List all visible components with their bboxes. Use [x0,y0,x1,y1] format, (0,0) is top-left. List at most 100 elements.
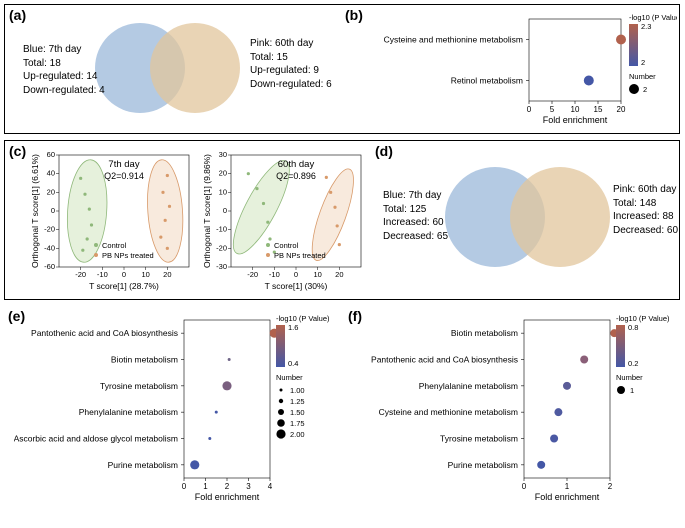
svg-text:10: 10 [141,270,149,279]
panel-d-pink-text: Pink: 60th day Total: 148 Increased: 88 … [613,183,678,237]
svg-text:0: 0 [294,270,298,279]
svg-text:-10: -10 [269,270,280,279]
svg-text:0.4: 0.4 [288,359,298,368]
svg-text:0: 0 [527,105,532,114]
svg-text:0.8: 0.8 [628,323,638,332]
svg-text:2: 2 [225,482,230,491]
svg-text:10: 10 [313,270,321,279]
svg-text:-40: -40 [44,243,55,252]
svg-text:Ascorbic acid and aldose glyco: Ascorbic acid and aldose glycol metaboli… [14,434,178,444]
svg-text:Tyrosine metabolism: Tyrosine metabolism [440,434,518,444]
svg-text:0: 0 [223,206,227,215]
svg-text:Control: Control [274,241,299,250]
svg-text:Q2=0.896: Q2=0.896 [276,171,316,181]
svg-text:-60: -60 [44,262,55,271]
svg-text:7th day: 7th day [108,159,139,170]
svg-text:Retinol metabolism: Retinol metabolism [451,76,523,86]
svg-text:10: 10 [219,187,227,196]
panel-c-plots: -20 -10 0 10 20 -60 -40 -20 0 20 40 60 T score[1] (2… [29,147,371,297]
svg-text:0: 0 [522,482,527,491]
svg-text:Orthogonal T score[1] (6.61%): Orthogonal T score[1] (6.61%) [30,154,40,268]
svg-text:1.75: 1.75 [290,419,305,428]
svg-text:-20: -20 [247,270,258,279]
svg-text:T score[1] (28.7%): T score[1] (28.7%) [89,281,159,291]
svg-text:1.00: 1.00 [290,386,305,395]
svg-text:1: 1 [630,386,634,395]
svg-text:40: 40 [47,169,55,178]
svg-text:4: 4 [268,482,273,491]
svg-text:PB NPs treated: PB NPs treated [102,251,154,260]
svg-text:Fold enrichment: Fold enrichment [535,492,600,502]
svg-text:1.50: 1.50 [290,408,305,417]
svg-text:Biotin metabolism: Biotin metabolism [111,355,178,365]
svg-text:20: 20 [219,169,227,178]
svg-text:Orthogonal T score[1] (9.86%): Orthogonal T score[1] (9.86%) [202,154,212,268]
svg-text:1.6: 1.6 [288,323,298,332]
svg-text:Number: Number [629,72,656,81]
svg-text:-log10 (P Value): -log10 (P Value) [276,314,330,323]
svg-text:Phenylalanine metabolism: Phenylalanine metabolism [79,407,178,417]
svg-text:Control: Control [102,241,127,250]
svg-text:10: 10 [571,105,580,114]
svg-text:Phenylalanine metabolism: Phenylalanine metabolism [419,381,518,391]
svg-text:20: 20 [617,105,626,114]
panel-f-chart: 0 1 2 Fold enrichment Biotin metabolism Panto… [354,312,682,518]
svg-text:60: 60 [47,150,55,159]
panel-d-venn [445,167,605,277]
svg-text:1.25: 1.25 [290,397,305,406]
svg-text:2: 2 [608,482,613,491]
svg-text:2: 2 [641,58,645,67]
svg-text:Q2=0.914: Q2=0.914 [104,171,144,181]
svg-text:5: 5 [550,105,555,114]
row2-panel: (c) -20 -10 0 10 20 -60 -40 -20 0 20 40 60 T score[1… [4,140,680,300]
svg-text:0: 0 [51,206,55,215]
svg-text:-10: -10 [216,225,227,234]
row3-panel: (e) 01234Fold enrichmentPantothenic acid… [4,306,680,522]
svg-text:15: 15 [594,105,603,114]
svg-text:2.00: 2.00 [290,430,305,439]
svg-text:Cysteine and methionine metabo: Cysteine and methionine metabolism [379,407,518,417]
svg-text:Fold enrichment: Fold enrichment [543,115,608,125]
svg-text:3: 3 [246,482,251,491]
svg-text:20: 20 [163,270,171,279]
svg-text:Biotin metabolism: Biotin metabolism [451,328,518,338]
svg-text:Number: Number [276,373,303,382]
svg-text:-20: -20 [75,270,86,279]
panel-b-chart: 05101520Fold enrichmentCysteine and meth… [357,11,677,131]
svg-text:Fold enrichment: Fold enrichment [195,492,260,502]
svg-text:Purine metabolism: Purine metabolism [108,460,178,470]
svg-text:-30: -30 [216,262,227,271]
panel-e-chart: 0 1 2 3 4 Fold enrichment Pantothenic acid and… [14,312,342,518]
svg-text:1: 1 [203,482,208,491]
svg-text:Pantothenic acid and CoA biosy: Pantothenic acid and CoA biosynthesis [31,328,178,338]
svg-text:Number: Number [616,373,643,382]
svg-text:-log10 (P Value): -log10 (P Value) [616,314,670,323]
svg-text:-20: -20 [216,243,227,252]
svg-text:Purine metabolism: Purine metabolism [448,460,518,470]
panel-c-label: (c) [9,143,26,159]
svg-text:20: 20 [47,187,55,196]
svg-text:T score[1] (30%): T score[1] (30%) [265,281,328,291]
panel-a-blue-text: Blue: 7th day Total: 18 Up-regulated: 14… [23,43,105,97]
svg-text:0: 0 [182,482,187,491]
panel-a-label: (a) [9,7,26,23]
svg-text:0: 0 [122,270,126,279]
svg-text:2: 2 [643,85,647,94]
svg-text:-10: -10 [97,270,108,279]
panel-d-blue-text: Blue: 7th day Total: 125 Increased: 60 D… [383,189,448,243]
panel-d-label: (d) [375,143,393,159]
svg-text:PB NPs treated: PB NPs treated [274,251,326,260]
svg-text:Pantothenic acid and CoA biosy: Pantothenic acid and CoA biosynthesis [371,355,518,365]
svg-text:1: 1 [565,482,570,491]
svg-text:-log10 (P Value): -log10 (P Value) [629,13,677,22]
svg-text:Tyrosine metabolism: Tyrosine metabolism [100,381,178,391]
svg-text:2.3: 2.3 [641,22,651,31]
svg-text:-20: -20 [44,225,55,234]
svg-text:20: 20 [335,270,343,279]
venn-pink-circle-d [510,167,610,267]
venn-pink-circle [150,23,240,113]
panel-a-venn [95,23,255,123]
svg-text:0.2: 0.2 [628,359,638,368]
panel-a-pink-text: Pink: 60th day Total: 15 Up-regulated: 9… [250,37,332,91]
svg-text:30: 30 [219,150,227,159]
